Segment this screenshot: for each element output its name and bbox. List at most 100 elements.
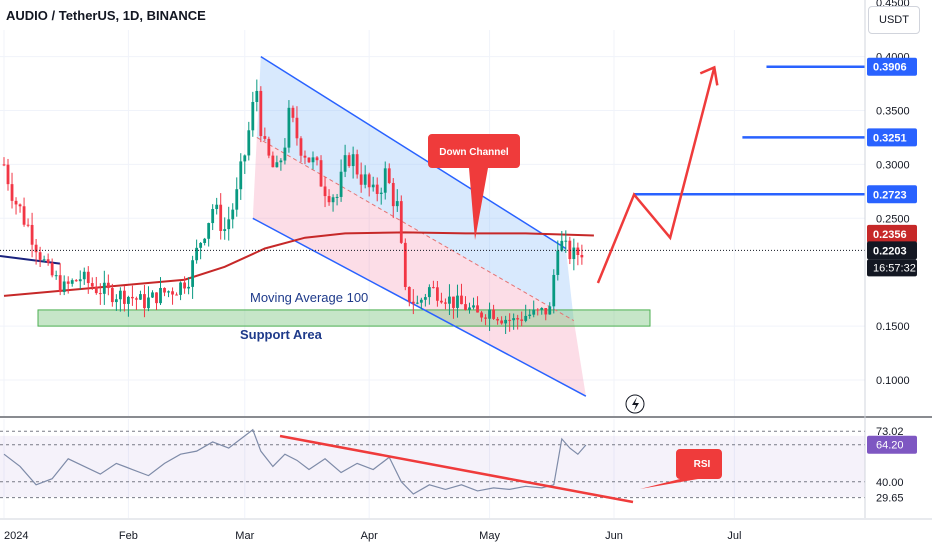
candle [171, 287, 174, 305]
candle [263, 127, 267, 141]
candle-body [415, 302, 419, 304]
candle [102, 270, 106, 305]
channel-mid-line [256, 137, 575, 322]
candle-body [448, 296, 451, 304]
candle [468, 302, 471, 314]
candle-body [139, 294, 142, 300]
candle [191, 255, 195, 299]
candle-body [42, 259, 46, 261]
candle-body [127, 296, 130, 304]
candle [127, 295, 130, 317]
candle-body [492, 309, 495, 319]
candle-body [239, 161, 243, 190]
candle [367, 172, 371, 197]
rsi-level-label: 40.00 [876, 477, 904, 489]
candle-body [436, 287, 439, 301]
candle-body [403, 242, 407, 287]
symbol-title[interactable]: AUDIO / TetherUS, 1D, BINANCE [6, 8, 206, 23]
candle-body [512, 318, 516, 321]
candle [58, 263, 62, 296]
time-tick-label: Jun [605, 530, 623, 542]
candle [122, 286, 126, 312]
candle [556, 240, 560, 281]
candle-body [207, 223, 211, 239]
candle-body [431, 287, 435, 289]
candle [135, 296, 138, 310]
candle-body [135, 298, 138, 300]
candle-body [335, 196, 339, 198]
candle [415, 295, 419, 305]
candle-body [155, 292, 158, 304]
projection-path [596, 67, 716, 284]
candle [139, 290, 142, 300]
candle [114, 294, 118, 311]
candle-body [303, 155, 307, 158]
candle-body [371, 184, 375, 188]
moving-average-label: Moving Average 100 [250, 290, 368, 305]
candle-body [243, 155, 247, 162]
candle-body [66, 281, 70, 284]
candle-body [391, 182, 395, 207]
candle-body [456, 295, 459, 308]
price-tag-bg [867, 57, 917, 76]
candle [251, 91, 255, 137]
candle [199, 241, 203, 260]
candle [215, 197, 219, 215]
candle-body [355, 154, 359, 175]
currency-button[interactable]: USDT [868, 6, 920, 34]
candle-body [26, 224, 30, 226]
candle-body [291, 107, 295, 118]
candle [311, 151, 315, 170]
candle-body [163, 287, 166, 293]
candle [66, 276, 70, 294]
candle-body [231, 209, 235, 220]
candle-body [295, 117, 299, 139]
candle [440, 292, 443, 304]
price-tag-label: 0.2356 [873, 229, 907, 241]
price-tick-label: 0.1000 [876, 375, 910, 387]
candle [110, 283, 114, 307]
rsi-level-label: 64.20 [876, 440, 904, 452]
candle-body [283, 147, 287, 161]
candle [532, 300, 536, 318]
candle [407, 286, 411, 307]
candle-body [532, 309, 536, 315]
candle [299, 136, 303, 162]
candle [383, 161, 387, 200]
candle [480, 310, 483, 322]
candle [159, 277, 162, 306]
candle-body [339, 171, 343, 197]
candle-body [78, 279, 82, 282]
price-tick-label: 0.1500 [876, 321, 910, 333]
price-tick-label: 0.4500 [876, 0, 910, 10]
candle [307, 157, 311, 164]
candle [143, 284, 146, 318]
candle [496, 317, 499, 325]
candle [484, 314, 487, 326]
main-pane: Down Channel Moving Average 100 Support Ar… [0, 30, 865, 416]
candle [516, 314, 520, 330]
candle-body [464, 304, 467, 310]
candle [70, 278, 74, 287]
time-tick-label: Mar [235, 530, 254, 542]
candle [247, 121, 251, 161]
candle-body [411, 301, 415, 304]
candle-body [279, 160, 283, 163]
price-tag: 0.3251 [867, 128, 917, 147]
candle-body [468, 307, 471, 310]
candle [46, 253, 50, 266]
candle [203, 237, 207, 246]
candle-body [118, 290, 122, 300]
candle [295, 106, 299, 146]
candles [2, 79, 584, 334]
candle [460, 283, 463, 305]
candle [327, 189, 331, 206]
rsi-level-label: 29.65 [876, 493, 904, 505]
candle-body [484, 317, 487, 319]
candle-body [199, 242, 203, 248]
candle [26, 218, 30, 228]
candle [379, 187, 383, 205]
countdown-label: 16:57:32 [873, 262, 916, 274]
candle-body [476, 305, 479, 313]
